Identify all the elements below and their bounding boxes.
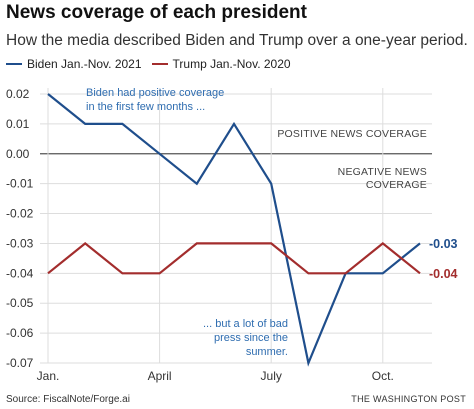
x-tick-label: Oct.	[372, 369, 394, 383]
y-tick-label: 0.01	[6, 117, 30, 131]
positive-zone-label: POSITIVE NEWS COVERAGE	[277, 128, 427, 140]
publisher-credit: THE WASHINGTON POST	[351, 394, 466, 404]
chart-legend: Biden Jan.-Nov. 2021 Trump Jan.-Nov. 202…	[6, 57, 301, 71]
negative-zone-label-line1: NEGATIVE NEWS	[338, 166, 427, 178]
series-line-biden	[47, 93, 421, 367]
x-tick-label: Jan.	[37, 369, 60, 383]
end-label-trump: -0.04	[429, 267, 458, 281]
y-tick-label: -0.01	[6, 177, 34, 191]
series-line-trump	[47, 241, 421, 275]
end-label-biden: -0.03	[429, 237, 458, 251]
legend-item-biden: Biden Jan.-Nov. 2021	[6, 57, 142, 71]
biden-late-note-line2: press since the	[214, 332, 288, 344]
y-tick-label: 0.00	[6, 147, 30, 161]
y-tick-label: -0.07	[6, 356, 34, 370]
legend-swatch-trump	[151, 62, 168, 66]
source-note: Source: FiscalNote/Forge.ai	[6, 394, 130, 405]
y-tick-label: 0.02	[6, 87, 30, 101]
y-tick-label: -0.04	[6, 266, 34, 280]
axis-layer: 0.02 0.01 0.00 -0.01 -0.02 -0.03 -0.04 -0.05 -0.…	[6, 87, 394, 383]
biden-late-note-line3: summer.	[246, 346, 288, 358]
series-layer	[47, 93, 421, 367]
legend-item-trump: Trump Jan.-Nov. 2020	[151, 57, 291, 71]
x-tick-label: July	[261, 369, 282, 383]
biden-early-note-line2: in the first few months ...	[86, 101, 205, 113]
chart-title: News coverage of each president	[6, 2, 307, 23]
chart-subtitle: How the media described Biden and Trump …	[6, 32, 468, 49]
y-tick-label: -0.05	[6, 296, 34, 310]
biden-late-note-line1: ... but a lot of bad	[203, 318, 288, 330]
x-tick-label: April	[148, 369, 172, 383]
y-tick-label: -0.06	[6, 326, 34, 340]
legend-swatch-biden	[6, 62, 22, 66]
biden-early-note-line1: Biden had positive coverage	[86, 87, 224, 99]
end-label-layer: -0.03 -0.04	[429, 237, 458, 281]
legend-label-trump: Trump Jan.-Nov. 2020	[172, 57, 291, 71]
negative-zone-label-line2: COVERAGE	[366, 179, 427, 191]
y-tick-label: -0.03	[6, 236, 34, 250]
annotation-layer: POSITIVE NEWS COVERAGE NEGATIVE NEWS COV…	[86, 87, 427, 358]
y-tick-label: -0.02	[6, 207, 34, 221]
legend-label-biden: Biden Jan.-Nov. 2021	[27, 57, 142, 71]
